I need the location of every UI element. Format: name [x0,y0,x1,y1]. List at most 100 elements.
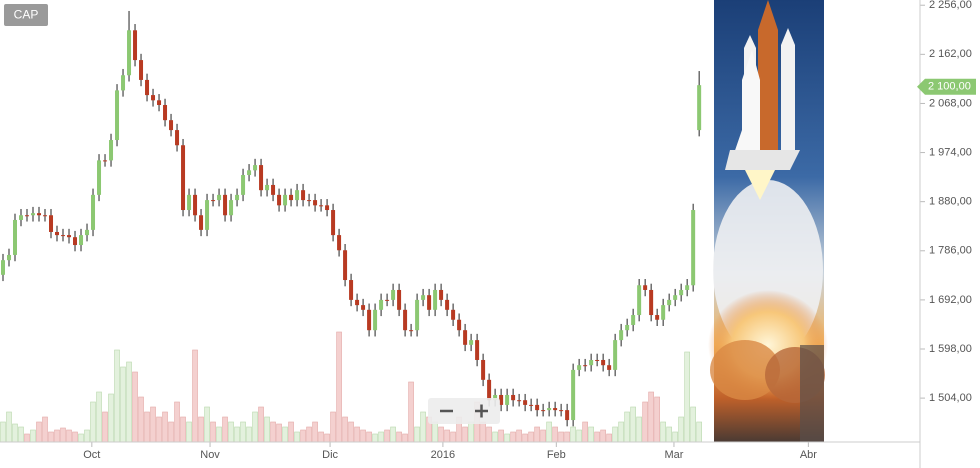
candle-body [523,400,528,405]
candle-body [223,194,228,216]
candle-body [499,394,504,405]
volume-bar [528,431,534,443]
y-tick-label: 1 786,00 [929,245,972,257]
candle-body [7,254,12,261]
candle-body [163,105,168,121]
candle-body [127,30,132,76]
candle-body [451,309,456,320]
candle-body [529,404,534,406]
candle-body [367,309,372,331]
candle-body [517,400,522,402]
candle-body [661,305,666,320]
volume-bar [234,426,240,443]
candle-body [607,365,612,370]
volume-bar [384,429,390,443]
volume-bar [288,421,294,443]
volume-bar [180,416,186,443]
candle-body [19,215,24,220]
candle-body [313,200,318,206]
zoom-controls [428,398,500,424]
candle-body [553,408,558,411]
volume-bar [360,429,366,443]
volume-bar [678,416,684,443]
candle-body [475,340,480,360]
y-tick-label: 2 068,00 [929,97,972,109]
volume-bar [660,421,666,443]
volume-bar [450,431,456,443]
volume-bar [276,423,282,443]
candle-body [373,309,378,331]
volume-bar [306,426,312,443]
volume-bar [54,429,60,443]
candle-body [589,359,594,366]
volume-bar [696,421,702,443]
volume-bar [24,433,30,443]
candle-layer [1,10,702,427]
volume-bar [222,416,228,443]
candle-body [559,410,564,412]
last-price-label: 2 100,00 [928,81,971,93]
volume-bar [270,421,276,443]
volume-bar [42,416,48,443]
candle-body [85,229,90,236]
volume-bar [132,371,138,443]
volume-bar [558,431,564,443]
candle-body [379,299,384,310]
volume-bar [156,416,162,443]
candle-body [187,194,192,211]
candle-body [601,359,606,366]
volume-bar [438,426,444,443]
volume-bar [48,431,54,443]
candle-body [157,100,162,106]
candle-body [469,340,474,345]
candle-body [685,285,690,290]
candle-body [229,200,234,216]
zoom-in-button[interactable] [466,400,498,422]
volume-bar [462,426,468,443]
volume-bar [552,426,558,443]
candle-body [277,194,282,206]
candle-body [643,285,648,290]
candle-body [115,90,120,141]
zoom-out-button[interactable] [430,400,462,422]
volume-bar [228,421,234,443]
candle-body [361,305,366,310]
volume-bar [666,426,672,443]
volume-bar [420,411,426,443]
candle-body [307,200,312,202]
candle-body [577,365,582,370]
candle-body [673,295,678,300]
candle-body [583,365,588,367]
candle-body [25,215,30,217]
volume-bar [312,421,318,443]
candle-body [247,170,252,176]
volume-bar [504,433,510,443]
volume-bar [690,406,696,443]
volume-bar [204,406,210,443]
symbol-badge[interactable]: CAP [4,4,48,26]
volume-bar [654,396,660,443]
volume-bar [564,431,570,443]
candle-body [565,410,570,421]
volume-bar [492,431,498,443]
volume-bar [0,421,6,443]
volume-bar [330,411,336,443]
volume-bar [606,433,612,443]
candle-body [295,190,300,201]
rocket-image [708,0,828,442]
volume-bar [588,426,594,443]
volume-bar [672,431,678,443]
y-tick-label: 1 692,00 [929,294,972,306]
candle-body [481,359,486,380]
candle-body [343,250,348,281]
candle-body [37,213,42,216]
volume-bar [318,431,324,443]
volume-bar [192,349,198,443]
volume-bar [366,431,372,443]
volume-bar [300,429,306,443]
candle-body [697,85,702,131]
volume-bar [396,431,402,443]
volume-bar [648,391,654,443]
